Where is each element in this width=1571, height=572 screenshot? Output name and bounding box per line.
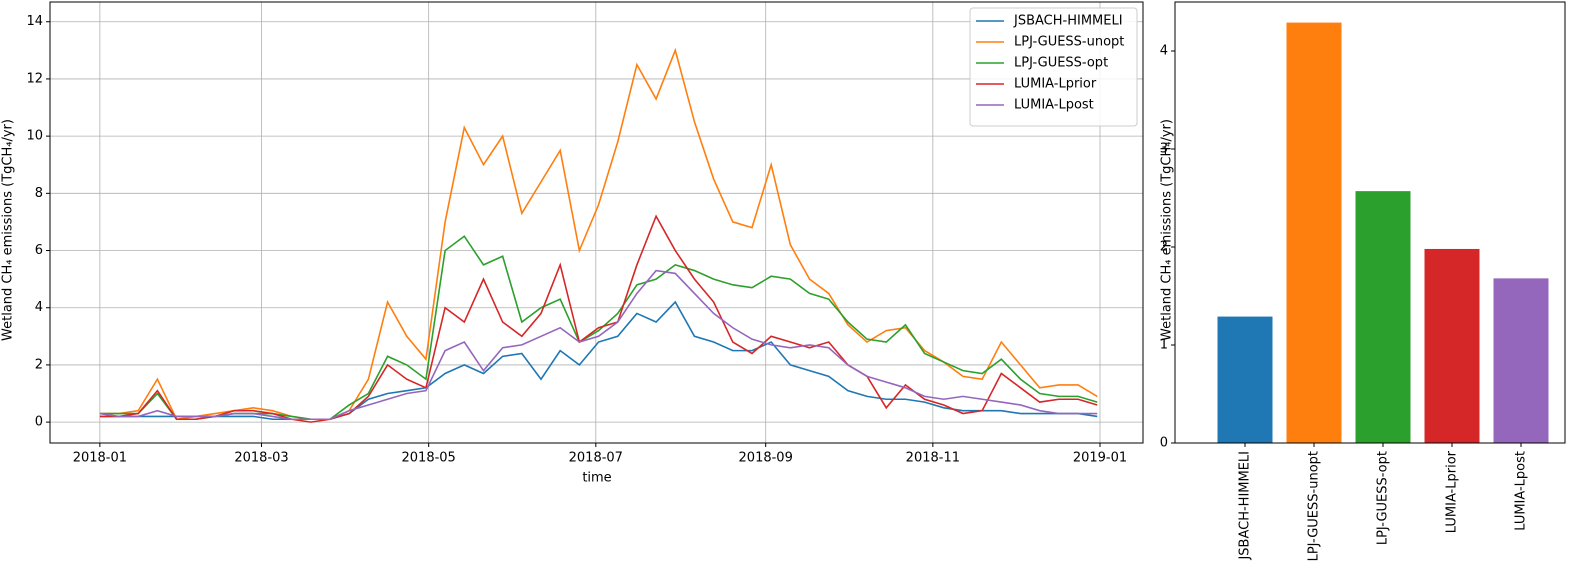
series-line: [99, 235, 1098, 421]
x-tick-label: LPJ-GUESS-opt: [1376, 451, 1391, 545]
y-tick-label: 6: [35, 243, 43, 258]
y-axis-label: Wetland CH₄ emissions (TgCH₄/yr): [1160, 119, 1175, 341]
legend-box: [969, 7, 1138, 127]
legend-label: LUMIA-Lprior: [1014, 77, 1097, 92]
y-tick-label: 4: [1160, 44, 1168, 59]
legend-label: LPJ-GUESS-opt: [1014, 56, 1108, 71]
y-tick-label: 2: [35, 357, 43, 372]
bar: [1493, 278, 1549, 443]
x-tick-label: 2018-05: [402, 451, 456, 466]
legend: JSBACH-HIMMELI LPJ-GUESS-unopt LPJ-GUESS-o…: [969, 7, 1138, 127]
y-tick-label: 14: [26, 14, 43, 29]
x-tick-label: 2018-03: [234, 451, 288, 466]
y-tick-label: 10: [26, 129, 43, 144]
legend-label: JSBACH-HIMMELI: [1013, 14, 1123, 29]
y-tick-label: 2: [1160, 240, 1168, 255]
x-tick-label: LUMIA-Lpost: [1514, 451, 1529, 531]
y-tick-label: 1: [1160, 338, 1168, 353]
bar: [1217, 316, 1273, 443]
y-tick-label: 8: [35, 186, 43, 201]
y-tick-label: 12: [26, 71, 43, 86]
series-line: [99, 47, 1098, 421]
x-tick-label: 2019-01: [1073, 451, 1127, 466]
legend-label: LPJ-GUESS-unopt: [1014, 35, 1124, 50]
y-tick-label: 0: [35, 415, 43, 430]
x-tick-label: 2018-01: [73, 451, 127, 466]
series-line: [99, 214, 1098, 423]
y-tick-label: 4: [35, 300, 43, 315]
x-tick-label: JSBACH-HIMMELI: [1238, 451, 1253, 561]
y-axis-label: Wetland CH₄ emissions (TgCH₄/yr): [1, 119, 16, 341]
y-tick-label: 3: [1160, 142, 1168, 157]
series-line: [99, 300, 1098, 421]
legend-label: LUMIA-Lpost: [1014, 98, 1094, 113]
bar: [1424, 248, 1480, 443]
x-tick-label: 2018-07: [569, 451, 623, 466]
x-tick-label: 2018-09: [739, 451, 793, 466]
x-tick-label: 2018-11: [906, 451, 960, 466]
bar-plot-frame: [1174, 1, 1566, 444]
series-line: [99, 269, 1098, 421]
bar: [1286, 22, 1342, 444]
x-tick-label: LUMIA-Lprior: [1445, 450, 1460, 533]
y-tick-label: 0: [1160, 436, 1168, 451]
x-tick-label: LPJ-GUESS-unopt: [1307, 451, 1322, 561]
x-axis-label: time: [582, 471, 611, 486]
line-plot-frame: [49, 1, 1144, 444]
bar: [1355, 191, 1411, 443]
